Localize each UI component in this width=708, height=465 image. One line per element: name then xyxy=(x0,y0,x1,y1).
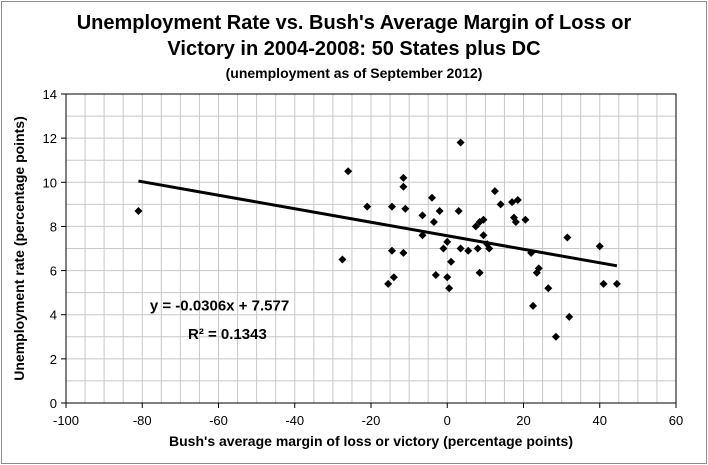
data-point xyxy=(456,138,465,147)
data-point xyxy=(471,222,480,231)
y-tick-label: 6 xyxy=(50,264,57,279)
data-point xyxy=(599,279,608,288)
data-point xyxy=(399,182,408,191)
chart-subtitle: (unemployment as of September 2012) xyxy=(225,65,483,81)
x-tick-label: -80 xyxy=(133,413,152,428)
data-point xyxy=(443,273,452,282)
data-point xyxy=(551,332,560,341)
data-point xyxy=(485,244,494,253)
data-point xyxy=(473,244,482,253)
data-point xyxy=(389,273,398,282)
gridlines xyxy=(65,93,677,404)
y-tick-label: 10 xyxy=(43,175,57,190)
data-point xyxy=(454,206,463,215)
data-point xyxy=(464,246,473,255)
x-axis-ticks: -100 -80 -60 -40 -20 0 20 40 60 xyxy=(53,403,683,428)
data-point xyxy=(521,215,530,224)
data-point xyxy=(387,246,396,255)
data-point xyxy=(445,284,454,293)
chart-title-line-2: Victory in 2004-2008: 50 States plus DC xyxy=(167,38,541,60)
data-point xyxy=(338,255,347,264)
data-point xyxy=(363,202,372,211)
r-squared-label: R² = 0.1343 xyxy=(188,326,267,343)
x-tick-label: 20 xyxy=(516,413,530,428)
trendline-equation: y = -0.0306x + 7.577 xyxy=(150,297,289,314)
y-tick-label: 14 xyxy=(43,87,57,102)
x-tick-label: -40 xyxy=(285,413,304,428)
data-point xyxy=(529,301,538,310)
data-point xyxy=(399,248,408,257)
trendline xyxy=(138,179,618,268)
y-axis-label: Unemployment rate (percentage points) xyxy=(11,116,27,381)
data-point xyxy=(428,193,436,202)
data-point xyxy=(134,206,143,215)
y-tick-label: 0 xyxy=(50,396,57,411)
data-point xyxy=(401,204,410,213)
x-axis-label: Bush's average margin of loss or victory… xyxy=(169,433,573,449)
data-point xyxy=(496,200,505,209)
chart-title-line-1: Unemployment Rate vs. Bush's Average Mar… xyxy=(76,12,632,34)
y-tick-label: 2 xyxy=(50,352,57,367)
y-tick-label: 4 xyxy=(50,308,57,323)
data-points xyxy=(134,138,621,341)
x-tick-label: -60 xyxy=(209,413,228,428)
data-point xyxy=(443,237,452,246)
data-point xyxy=(527,248,536,257)
data-point xyxy=(475,268,484,277)
data-point xyxy=(399,173,408,182)
data-point xyxy=(563,233,572,242)
y-axis-ticks: 0 2 4 6 8 10 12 14 xyxy=(43,87,66,411)
data-point xyxy=(612,279,621,288)
data-point xyxy=(418,211,427,220)
data-point xyxy=(418,231,427,240)
x-tick-label: 0 xyxy=(444,413,451,428)
data-point xyxy=(490,187,499,196)
data-point xyxy=(544,284,553,293)
data-point xyxy=(439,244,448,253)
data-point xyxy=(435,206,444,215)
x-tick-label: 40 xyxy=(593,413,607,428)
data-point xyxy=(344,167,353,176)
x-tick-label: -100 xyxy=(53,413,79,428)
data-point xyxy=(479,231,488,240)
x-tick-label: 60 xyxy=(669,413,683,428)
data-point xyxy=(387,202,396,211)
y-tick-label: 8 xyxy=(50,219,57,234)
data-point xyxy=(479,215,488,224)
data-point xyxy=(429,218,438,227)
data-point xyxy=(384,279,393,288)
data-point xyxy=(456,244,465,253)
x-tick-label: -20 xyxy=(362,413,381,428)
data-point xyxy=(534,264,543,273)
data-point xyxy=(447,257,456,266)
data-point xyxy=(513,195,522,204)
data-point xyxy=(511,218,520,227)
y-tick-label: 12 xyxy=(43,131,57,146)
data-point xyxy=(595,242,604,251)
data-point xyxy=(565,312,574,321)
data-point xyxy=(431,270,440,279)
